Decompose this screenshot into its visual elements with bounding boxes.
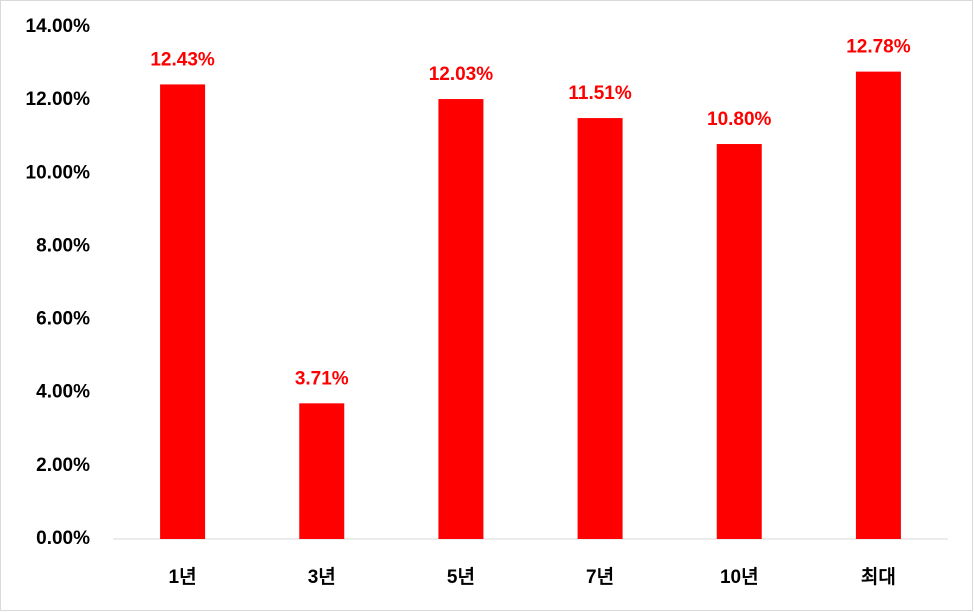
- y-tick-label: 6.00%: [36, 309, 90, 330]
- x-tick-label: 7년: [586, 566, 614, 588]
- data-label: 12.03%: [429, 64, 494, 85]
- data-label: 12.43%: [150, 49, 215, 70]
- x-tick-label: 10년: [720, 566, 759, 588]
- y-tick-label: 14.00%: [26, 16, 91, 37]
- y-tick-label: 8.00%: [36, 235, 90, 256]
- x-tick-label: 최대: [861, 566, 896, 588]
- x-tick-label: 5년: [447, 566, 475, 588]
- data-label: 11.51%: [568, 83, 631, 104]
- bar: [160, 84, 206, 539]
- bar: [716, 144, 762, 539]
- bar: [855, 71, 901, 540]
- x-tick-label: 3년: [308, 566, 336, 588]
- x-tick-label: 1년: [169, 566, 197, 588]
- data-label: 10.80%: [707, 109, 772, 130]
- y-tick-label: 10.00%: [26, 162, 91, 183]
- y-tick-label: 2.00%: [36, 455, 90, 476]
- bar: [577, 118, 623, 539]
- bar: [438, 99, 484, 539]
- y-tick-label: 12.00%: [26, 89, 91, 110]
- y-tick-label: 4.00%: [36, 382, 90, 403]
- data-label: 3.71%: [295, 368, 349, 389]
- data-label: 12.78%: [846, 37, 911, 58]
- y-tick-label: 0.00%: [36, 528, 90, 549]
- bar: [299, 403, 345, 539]
